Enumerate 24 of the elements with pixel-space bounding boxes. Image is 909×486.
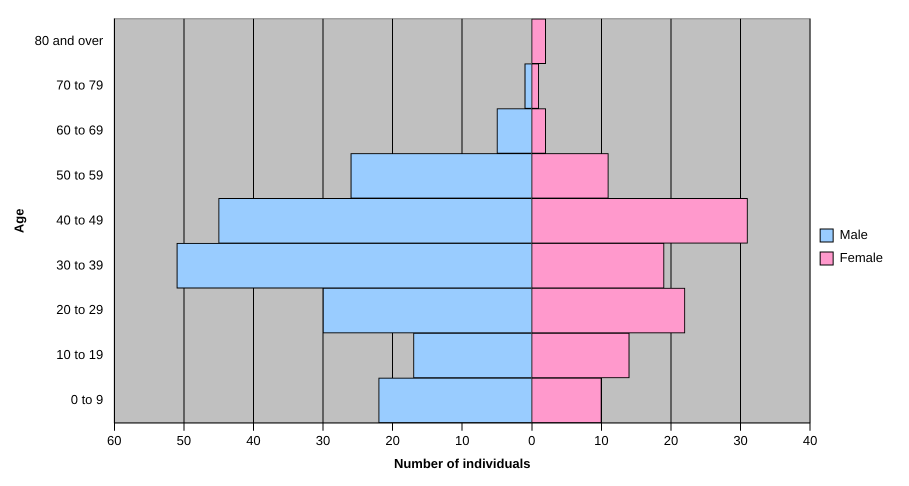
y-tick-label: 60 to 69 xyxy=(56,122,104,138)
x-axis-title: Number of individuals xyxy=(394,456,530,471)
x-tick-label: 20 xyxy=(664,433,678,448)
legend-label: Female xyxy=(840,250,884,266)
y-tick-label: 40 to 49 xyxy=(56,212,104,228)
y-tick-label: 80 and over xyxy=(34,32,104,48)
y-tick-label: 70 to 79 xyxy=(56,78,104,93)
x-tick-label: 20 xyxy=(385,433,400,448)
x-tick-label: 10 xyxy=(454,433,470,448)
x-tick-label: 30 xyxy=(316,433,330,448)
x-tick-label: 40 xyxy=(802,433,818,448)
x-tick-label: 10 xyxy=(594,433,609,448)
y-axis-title: Age xyxy=(11,208,26,234)
x-tick-label: 0 xyxy=(528,433,536,448)
x-tick-label: 60 xyxy=(107,433,122,448)
y-tick-label: 20 to 29 xyxy=(56,302,104,318)
y-tick-label: 0 to 9 xyxy=(70,392,104,407)
y-tick-label: 10 to 19 xyxy=(56,347,104,362)
y-tick-label: 30 to 39 xyxy=(56,257,104,272)
x-tick-label: 40 xyxy=(246,433,261,448)
legend-label: Male xyxy=(840,227,868,242)
x-tick-label: 30 xyxy=(733,433,748,448)
y-tick-label: 50 to 59 xyxy=(56,167,104,182)
x-tick-label: 50 xyxy=(176,433,192,448)
